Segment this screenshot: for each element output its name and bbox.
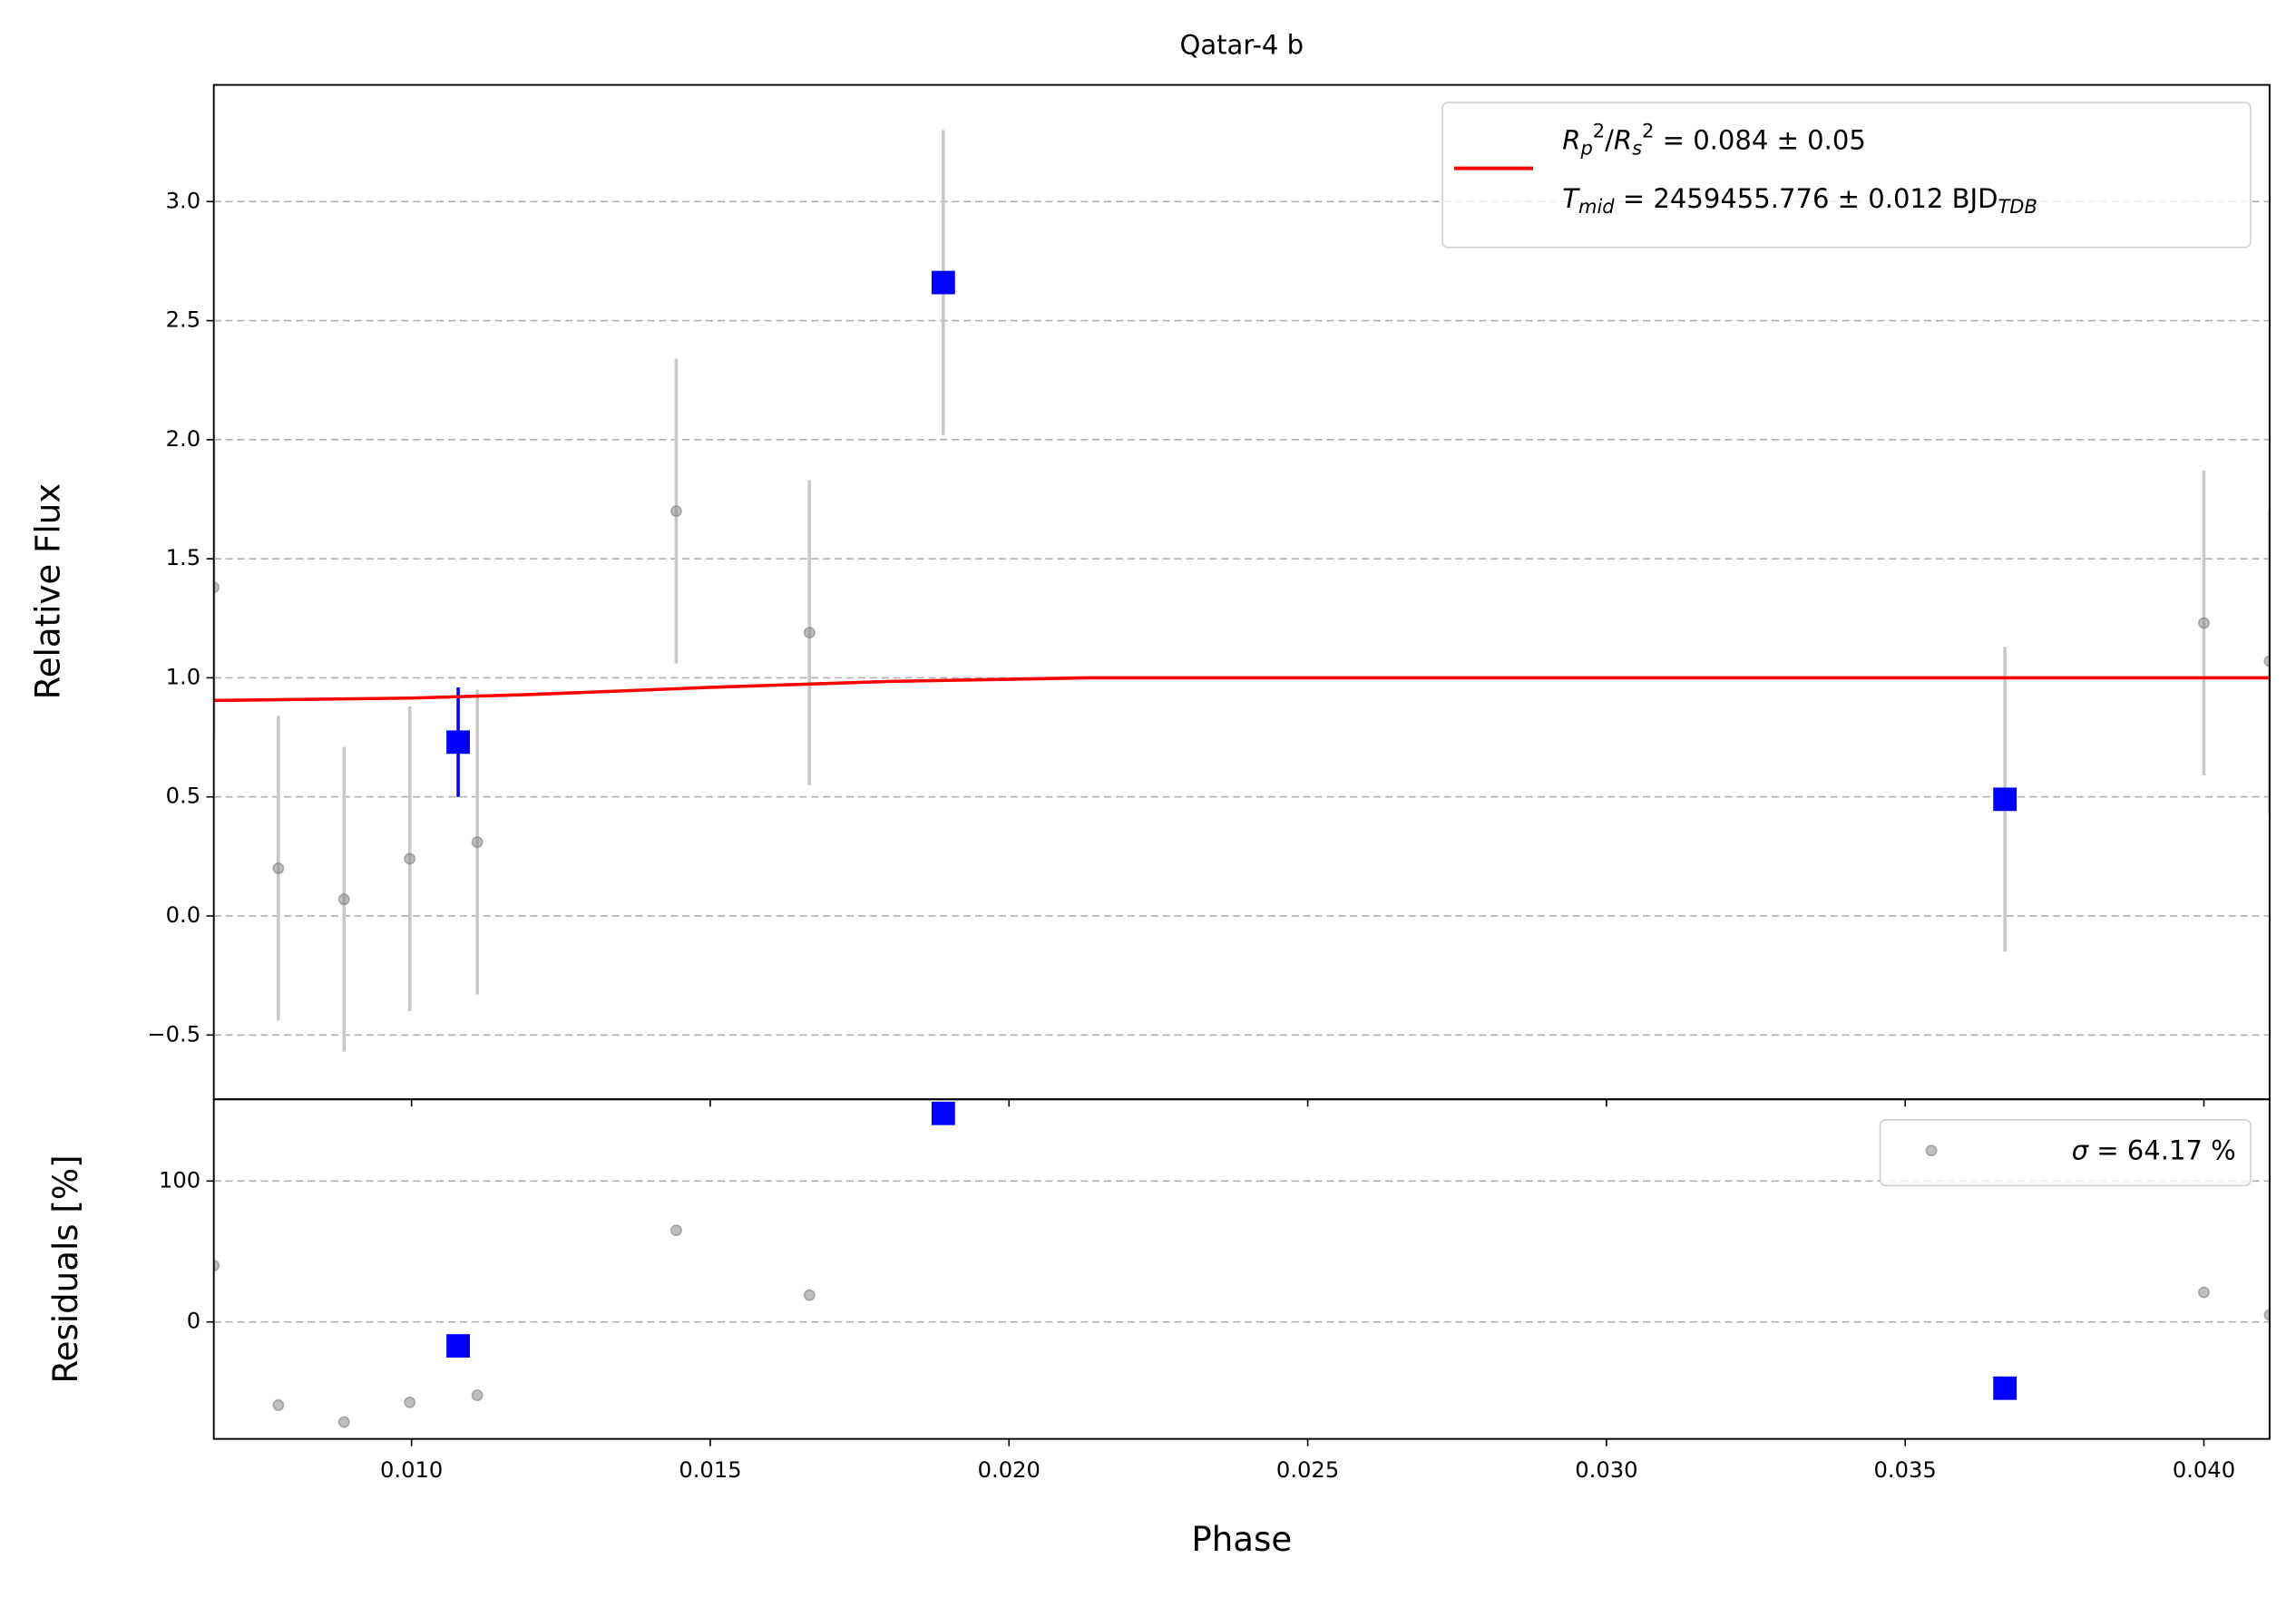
legend-label-part: TDB — [1998, 196, 2037, 218]
legend-label-part: mid — [1578, 196, 1615, 218]
plot-area — [213, 1101, 2270, 1428]
x-tick-label: 0.040 — [2173, 1457, 2235, 1483]
data-point — [404, 852, 416, 865]
plot-area — [213, 130, 2270, 1052]
legend-label-part: = 0.084 ± 0.05 — [1654, 125, 1865, 156]
x-tick-label: 0.025 — [1276, 1457, 1339, 1483]
data-point — [669, 1224, 682, 1237]
y-tick-label: 100 — [159, 1167, 200, 1193]
data-point — [2263, 1309, 2270, 1321]
legend-label-part: σ — [2072, 1134, 2090, 1165]
data-point — [404, 1396, 416, 1408]
data-point — [2263, 655, 2270, 667]
y-tick-label: 3.0 — [166, 188, 201, 213]
data-point — [272, 1398, 285, 1411]
x-tick-label: 0.010 — [380, 1457, 443, 1483]
y-tick-label: 1.5 — [166, 545, 201, 570]
y-tick-label: 0 — [187, 1309, 200, 1334]
y-tick-label: 1.0 — [166, 664, 201, 689]
legend-label-part: = 64.17 % — [2088, 1134, 2236, 1165]
data-point — [446, 730, 470, 755]
data-point — [803, 627, 816, 639]
data-point — [1993, 1376, 2018, 1400]
legend-label-part: p — [1579, 138, 1592, 160]
data-point — [2198, 1286, 2210, 1299]
data-point — [2198, 617, 2210, 629]
data-point — [669, 505, 682, 518]
data-point — [213, 581, 220, 594]
data-point — [272, 862, 285, 874]
legend-box — [1441, 102, 2252, 248]
data-point — [1993, 787, 2018, 812]
y-axis-label: Relative Flux — [28, 483, 67, 700]
x-tick-label: 0.030 — [1575, 1457, 1637, 1483]
x-tick-label: 0.035 — [1874, 1457, 1937, 1483]
legend-label-part: s — [1632, 138, 1642, 160]
data-point — [931, 270, 955, 295]
data-point — [213, 1260, 220, 1272]
y-tick-label: 2.0 — [166, 426, 201, 452]
legend-label: σ = 64.17 % — [2072, 1134, 2236, 1165]
data-point — [803, 1289, 816, 1301]
chart-title: Qatar-4 b — [1180, 30, 1304, 61]
data-point — [471, 836, 484, 849]
y-tick-label: −0.5 — [147, 1021, 200, 1047]
legend-label: Tmid = 2459455.776 ± 0.012 BJDTDB — [1562, 183, 2037, 218]
data-point — [337, 893, 350, 906]
legend-box — [1879, 1118, 2252, 1187]
y-tick-label: 0.5 — [166, 784, 201, 809]
data-point — [337, 1416, 350, 1428]
legend-label-part: T — [1562, 183, 1580, 214]
data-point — [931, 1101, 955, 1125]
data-point — [446, 1334, 470, 1358]
x-axis-label: Phase — [1191, 1520, 1292, 1559]
x-tick-label: 0.020 — [978, 1457, 1041, 1483]
legend-label-part: R — [1562, 125, 1580, 156]
y-axis-label: Residuals [%] — [46, 1154, 85, 1383]
legend-label-part: / — [1605, 125, 1614, 156]
data-point — [471, 1389, 484, 1401]
x-tick-label: 0.015 — [679, 1457, 741, 1483]
y-tick-label: 0.0 — [166, 902, 201, 928]
legend-label-part: 2 — [1593, 120, 1605, 141]
legend-swatch — [1925, 1144, 1938, 1157]
legend-label: Rp2/Rs2 = 0.084 ± 0.05 — [1562, 120, 1866, 159]
model-line — [213, 676, 2270, 703]
axes-frame — [212, 1098, 2271, 1440]
legend-label-part: = 2459455.776 ± 0.012 BJD — [1615, 183, 1998, 214]
legend-label-part: R — [1614, 125, 1632, 156]
legend-label-part: 2 — [1642, 120, 1654, 141]
y-tick-label: 2.5 — [166, 307, 201, 333]
